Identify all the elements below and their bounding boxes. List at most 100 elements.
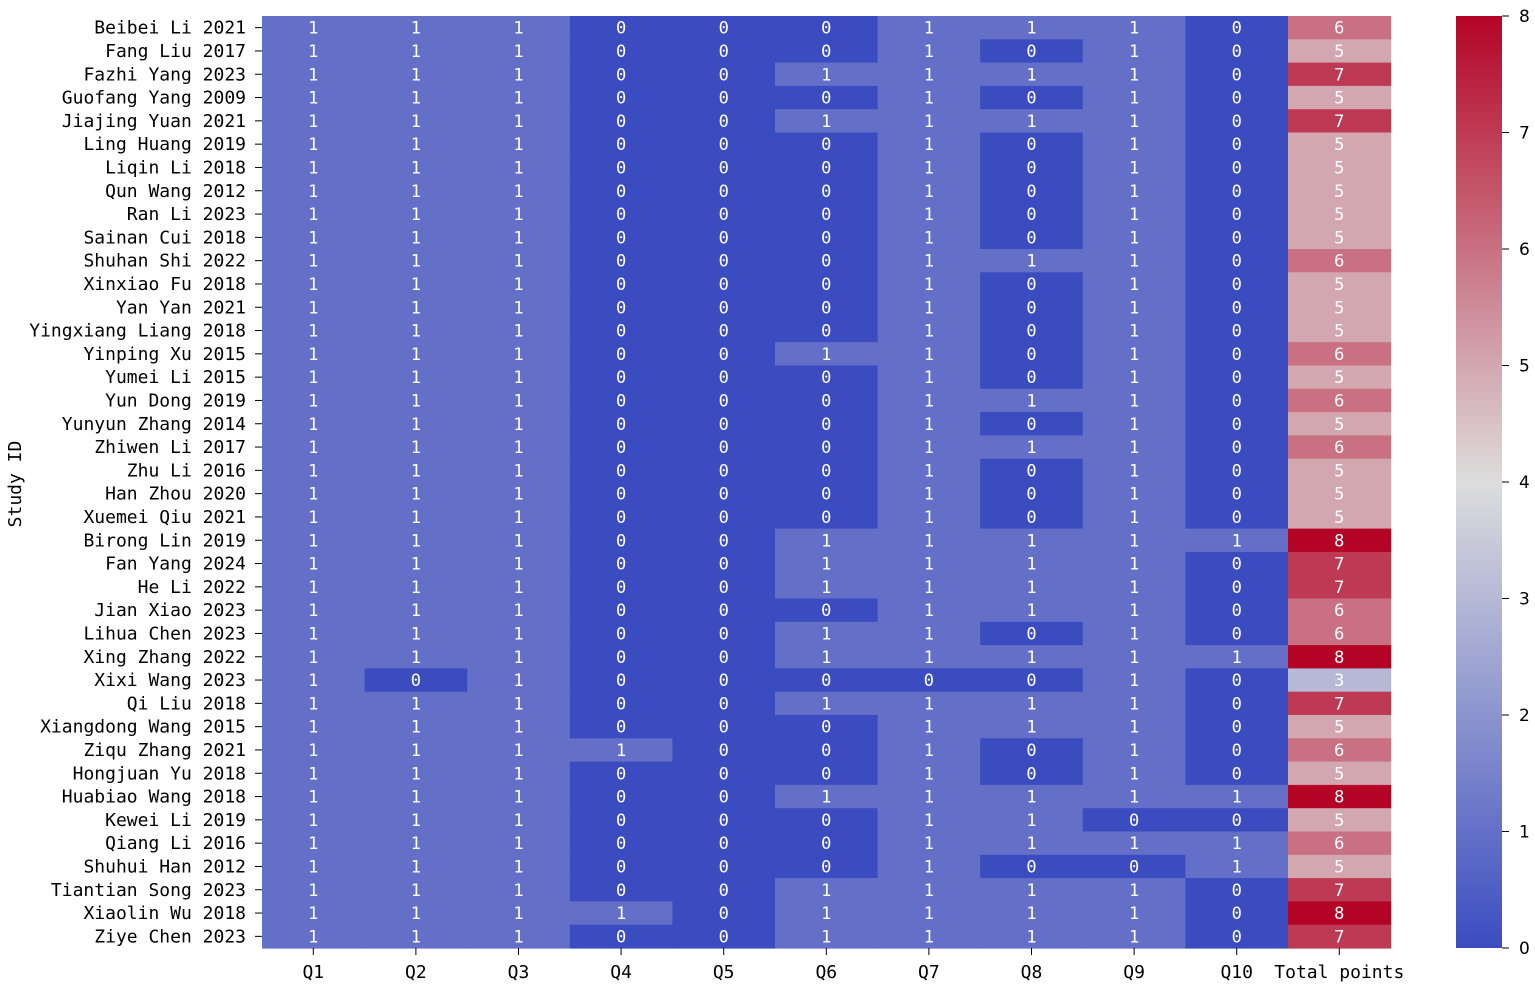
cell-value: 0 (616, 322, 626, 342)
heatmap-cell (1288, 691, 1392, 716)
heatmap-cell (364, 202, 468, 227)
heatmap-cell (1288, 575, 1392, 600)
cell-value: 0 (1026, 624, 1036, 644)
cell-value: 1 (513, 19, 523, 39)
cell-value: 7 (1334, 881, 1344, 901)
cell-value: 0 (821, 135, 831, 155)
heatmap-cell (1288, 854, 1392, 879)
cell-value: 0 (821, 42, 831, 62)
cell-value: 1 (924, 788, 934, 808)
heatmap-cell (1082, 365, 1186, 390)
heatmap-cell (672, 342, 776, 367)
cell-value: 1 (1129, 415, 1139, 435)
heatmap-cell (1288, 39, 1392, 64)
heatmap-cell (1082, 784, 1186, 809)
heatmap-cell (1185, 505, 1289, 530)
cell-value: 0 (1026, 205, 1036, 225)
cell-value: 1 (411, 158, 421, 178)
heatmap-cell (1185, 831, 1289, 856)
cell-value: 1 (308, 298, 318, 318)
cell-value: 1 (924, 135, 934, 155)
cell-value: 7 (1334, 578, 1344, 598)
cell-value: 5 (1334, 182, 1344, 202)
cell-value: 1 (1129, 531, 1139, 551)
heatmap-cell (1082, 272, 1186, 297)
heatmap-cell (672, 85, 776, 110)
cell-value: 1 (924, 158, 934, 178)
heatmap-cell (980, 901, 1084, 926)
heatmap-cell (877, 831, 981, 856)
cell-value: 0 (719, 764, 729, 784)
cell-value: 0 (719, 228, 729, 248)
heatmap-cell (672, 715, 776, 739)
heatmap-cell (569, 365, 673, 390)
cell-value: 1 (411, 252, 421, 272)
heatmap-cell (1082, 482, 1186, 506)
heatmap-cell (1288, 528, 1392, 553)
cell-value: 1 (1129, 158, 1139, 178)
cell-value: 6 (1334, 624, 1344, 644)
heatmap-cell (1185, 551, 1289, 576)
heatmap-cell (262, 202, 366, 227)
heatmap-cell (569, 621, 673, 646)
heatmap-cell (1185, 854, 1289, 879)
heatmap-cell (1288, 388, 1392, 413)
heatmap-cell (262, 715, 366, 739)
cell-value: 0 (719, 415, 729, 435)
cell-value: 1 (308, 671, 318, 691)
cell-value: 1 (411, 112, 421, 132)
cell-value: 1 (411, 275, 421, 295)
heatmap-cell (569, 668, 673, 693)
cell-value: 0 (1232, 601, 1242, 621)
colorbar-tick-label: 4 (1519, 473, 1530, 493)
heatmap-cell (1185, 85, 1289, 110)
heatmap-cell (364, 435, 468, 460)
heatmap-cell (1288, 342, 1392, 367)
heatmap-cell (569, 505, 673, 530)
cell-value: 0 (821, 461, 831, 481)
cell-value: 0 (616, 391, 626, 411)
cell-value: 1 (924, 275, 934, 295)
cell-value: 5 (1334, 764, 1344, 784)
cell-value: 8 (1334, 648, 1344, 668)
heatmap-cell (672, 575, 776, 600)
row-label: Shuhui Han 2012 (83, 856, 246, 877)
heatmap-cell (262, 784, 366, 809)
heatmap-cell (364, 691, 468, 716)
heatmap-cell (569, 691, 673, 716)
cell-value: 5 (1334, 718, 1344, 738)
cell-value: 0 (1129, 857, 1139, 877)
heatmap-cell (980, 85, 1084, 110)
cell-value: 0 (719, 648, 729, 668)
heatmap-cell (569, 132, 673, 157)
heatmap-cell (262, 365, 366, 390)
cell-value: 1 (924, 764, 934, 784)
heatmap-cell (1185, 318, 1289, 343)
cell-value: 1 (513, 555, 523, 575)
heatmap-cell (569, 249, 673, 273)
column-label: Q9 (1123, 962, 1145, 983)
heatmap-cell (877, 318, 981, 343)
heatmap-cell (672, 365, 776, 390)
heatmap-cell (364, 924, 468, 949)
heatmap-cell (877, 901, 981, 926)
heatmap-cell (1288, 505, 1392, 530)
heatmap-cell (1082, 39, 1186, 64)
cell-value: 5 (1334, 415, 1344, 435)
heatmap-cell (1185, 62, 1289, 87)
cell-value: 1 (924, 694, 934, 714)
cell-value: 1 (1129, 298, 1139, 318)
heatmap-cell (364, 738, 468, 763)
heatmap-cell (672, 621, 776, 646)
heatmap-cell (1288, 924, 1392, 949)
cell-value: 0 (1232, 438, 1242, 458)
heatmap-cell (1082, 645, 1186, 669)
cell-value: 7 (1334, 112, 1344, 132)
cell-value: 1 (308, 834, 318, 854)
heatmap-cell (672, 249, 776, 273)
cell-value: 1 (1026, 904, 1036, 924)
heatmap-cell (980, 272, 1084, 297)
cell-value: 0 (719, 368, 729, 388)
cell-value: 5 (1334, 228, 1344, 248)
colorbar-ticks: 0 1 2 3 4 5 6 7 8 (1502, 7, 1530, 959)
